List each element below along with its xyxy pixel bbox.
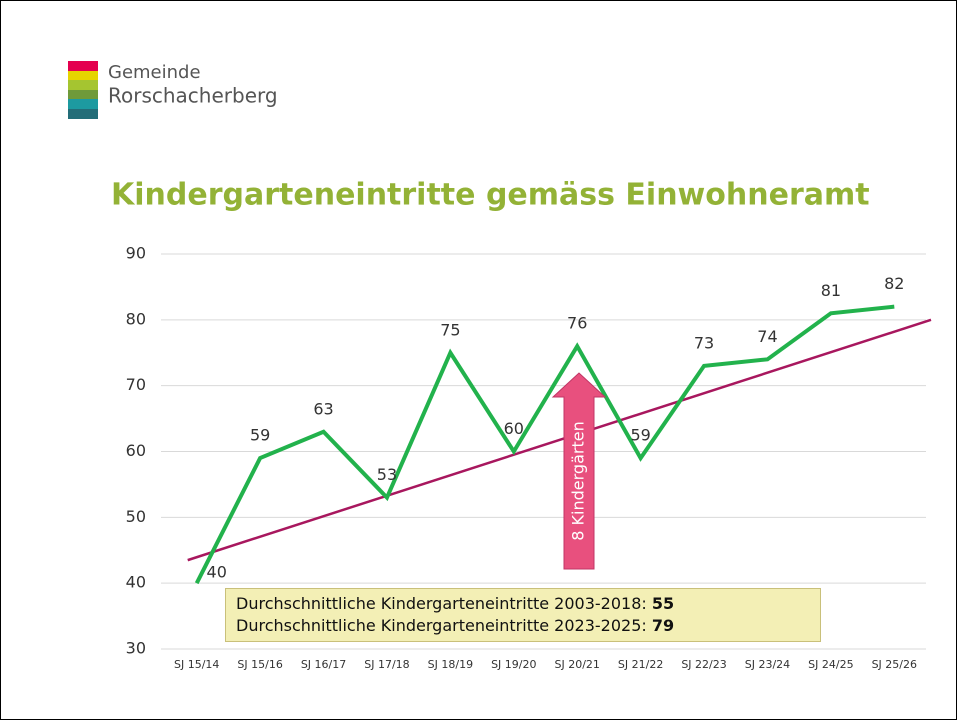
summary-box: Durchschnittliche Kindergarteneintritte … — [225, 588, 821, 642]
x-tick-label: SJ 24/25 — [808, 658, 853, 671]
y-tick-label: 80 — [126, 309, 146, 328]
data-label: 75 — [440, 320, 460, 339]
y-tick-label: 60 — [126, 441, 146, 460]
data-label: 74 — [757, 327, 777, 346]
summary-line: Durchschnittliche Kindergarteneintritte … — [236, 593, 810, 615]
trend-line — [187, 318, 932, 562]
summary-text: Durchschnittliche Kindergarteneintritte … — [236, 594, 647, 613]
annotation-text: 8 Kindergärten — [569, 421, 588, 540]
data-label: 81 — [821, 281, 841, 300]
y-tick-label: 90 — [126, 244, 146, 263]
summary-value: 79 — [651, 616, 675, 635]
chart-title: Kindergarteneintritte gemäss Einwohneram… — [111, 178, 870, 213]
data-label: 60 — [504, 419, 524, 438]
logo-mark — [68, 61, 98, 119]
x-tick-label: SJ 23/24 — [745, 658, 790, 671]
data-label: 73 — [694, 333, 714, 352]
x-tick-label: SJ 17/18 — [364, 658, 409, 671]
summary-text: Durchschnittliche Kindergarteneintritte … — [236, 616, 647, 635]
data-label: 76 — [567, 314, 587, 333]
x-tick-label: SJ 15/16 — [237, 658, 282, 671]
data-label: 53 — [377, 465, 397, 484]
y-tick-label: 70 — [126, 375, 146, 394]
data-label: 82 — [884, 274, 904, 293]
data-label: 59 — [630, 426, 650, 445]
summary-line: Durchschnittliche Kindergarteneintritte … — [236, 615, 810, 637]
x-tick-label: SJ 18/19 — [428, 658, 473, 671]
x-tick-label: SJ 16/17 — [301, 658, 346, 671]
data-label: 40 — [207, 563, 227, 582]
x-tick-label: SJ 22/23 — [681, 658, 726, 671]
logo-text: Rorschacherberg — [108, 84, 278, 108]
x-tick-label: SJ 21/22 — [618, 658, 663, 671]
y-tick-label: 30 — [126, 639, 146, 658]
x-tick-label: SJ 25/26 — [872, 658, 917, 671]
data-label: 63 — [313, 399, 333, 418]
data-line — [194, 304, 895, 585]
x-tick-label: SJ 20/21 — [554, 658, 599, 671]
x-tick-label: SJ 15/14 — [174, 658, 219, 671]
annotation-arrow — [551, 372, 607, 570]
y-tick-label: 50 — [126, 507, 146, 526]
summary-value: 55 — [651, 594, 675, 613]
data-label: 59 — [250, 426, 270, 445]
logo-text: Gemeinde — [108, 62, 201, 83]
y-tick-label: 40 — [126, 573, 146, 592]
x-tick-label: SJ 19/20 — [491, 658, 536, 671]
